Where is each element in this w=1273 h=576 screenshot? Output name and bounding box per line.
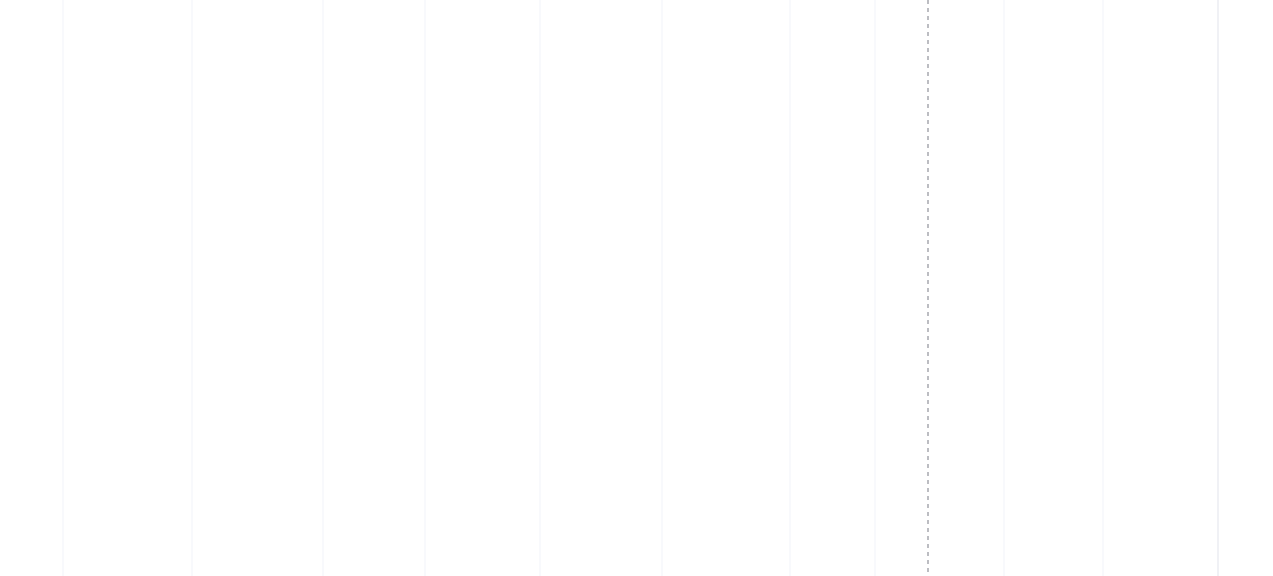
price-axis[interactable]: 5750.005150.004550.004150.003750.003350.… <box>1217 0 1269 576</box>
reference-lines <box>927 0 929 576</box>
chart-grid <box>62 0 1104 576</box>
